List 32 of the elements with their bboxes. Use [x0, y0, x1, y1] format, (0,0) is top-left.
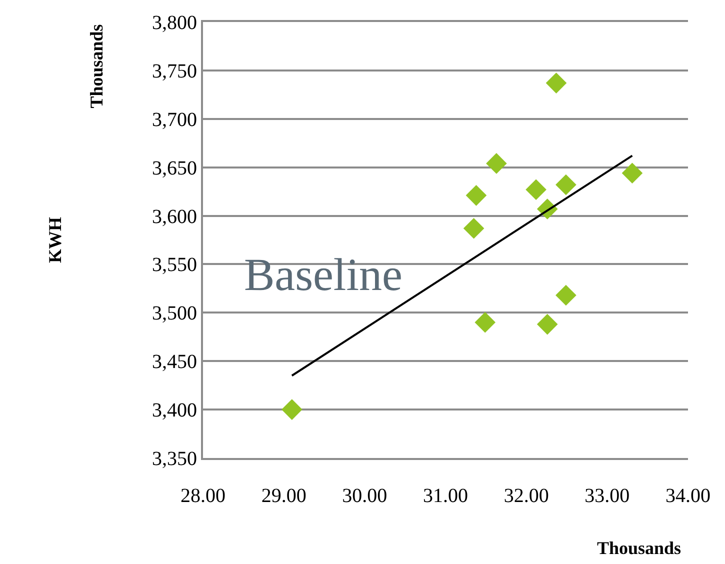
y-tick-label: 3,700 — [152, 108, 197, 131]
y-tick-label: 3,350 — [152, 448, 197, 470]
point — [546, 72, 567, 94]
point — [526, 179, 546, 200]
point — [556, 284, 576, 306]
x-tick-label: 28.00 — [180, 485, 226, 507]
y-tick-label: 3,500 — [152, 302, 197, 325]
y-tick-label: 3,400 — [152, 400, 197, 422]
text: Thousands — [86, 24, 106, 108]
point — [556, 174, 576, 196]
point — [466, 185, 487, 206]
y-tick-label: 3,450 — [152, 351, 197, 374]
y-tick-label: 3,750 — [152, 60, 197, 82]
x-tick-label: 30.00 — [342, 485, 388, 507]
point — [486, 153, 507, 174]
y-tick-label: 3,800 — [152, 12, 197, 34]
point — [474, 312, 496, 333]
annotation: Baseline — [244, 249, 402, 300]
y-tick-label: 3,650 — [152, 157, 197, 180]
point — [622, 162, 643, 184]
x-tick-label: 34.00 — [666, 485, 710, 507]
x-axis-title: Thousands — [597, 538, 682, 558]
y-tick-label: 3,550 — [152, 254, 197, 276]
point — [282, 399, 302, 420]
x-tick-label: 31.00 — [423, 485, 468, 507]
x-tick-label: 32.00 — [504, 485, 549, 507]
y-axis-title: KWH — [44, 216, 65, 263]
x-tick-label: 29.00 — [261, 485, 306, 507]
point — [463, 218, 484, 239]
x-tick-label: 33.00 — [584, 485, 630, 507]
point — [536, 314, 558, 335]
y-tick-label: 3,600 — [152, 206, 197, 228]
